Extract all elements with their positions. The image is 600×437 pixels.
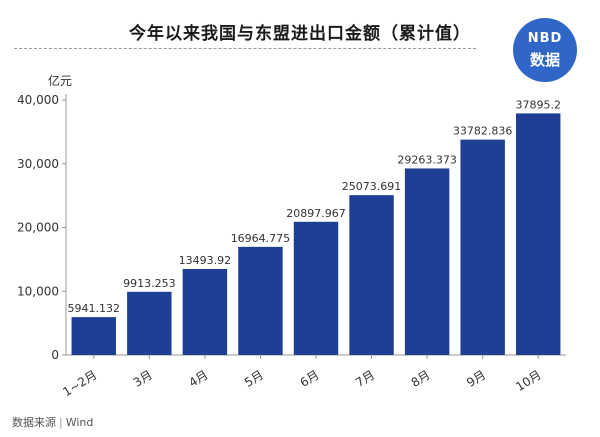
y-axis-unit-label: 亿元 xyxy=(48,74,73,88)
bar xyxy=(516,113,561,356)
y-tick-label: 20,000 xyxy=(17,221,59,235)
x-category-label: 8月 xyxy=(409,368,433,390)
x-category-label: 10月 xyxy=(513,368,544,394)
bar xyxy=(460,139,505,355)
chart-title: 今年以来我国与东盟进出口金额（累计值） xyxy=(129,24,471,44)
source-label: 数据来源 xyxy=(12,416,56,429)
bar xyxy=(127,291,172,355)
bar-value-label: 20897.967 xyxy=(286,207,346,220)
y-tick-label: 0 xyxy=(51,348,59,362)
bar-value-label: 29263.373 xyxy=(397,153,457,166)
bar xyxy=(293,221,339,355)
bar xyxy=(71,317,116,355)
bar xyxy=(182,268,228,355)
bar-value-label: 9913.253 xyxy=(123,277,176,290)
y-tick-label: 10,000 xyxy=(17,284,59,298)
bar-value-label: 13493.92 xyxy=(179,254,232,267)
source-note: 数据来源 | Wind xyxy=(12,414,93,430)
x-category-label: 7月 xyxy=(353,368,377,390)
bar xyxy=(349,195,394,355)
x-category-label: 4月 xyxy=(186,368,210,390)
source-value: Wind xyxy=(65,416,94,429)
x-category-label: 1~2月 xyxy=(60,368,99,400)
bar xyxy=(404,168,450,355)
x-category-label: 5月 xyxy=(242,368,266,390)
y-tick-label: 40,000 xyxy=(17,93,59,107)
logo-text-nbd: NBD xyxy=(527,31,563,46)
bar-value-label: 5941.132 xyxy=(68,302,121,315)
title-divider xyxy=(14,48,476,49)
nbd-logo: NBD 数据 xyxy=(513,18,577,82)
bar xyxy=(238,246,283,355)
bar-value-label: 25073.691 xyxy=(342,180,402,193)
source-separator: | xyxy=(59,416,63,429)
bar-value-label: 37895.2 xyxy=(515,98,561,111)
bar-value-label: 33782.836 xyxy=(453,125,513,138)
x-category-label: 3月 xyxy=(131,368,155,390)
x-category-label: 9月 xyxy=(464,368,488,390)
logo-text-data: 数据 xyxy=(529,51,560,69)
x-category-label: 6月 xyxy=(298,368,322,390)
y-tick-label: 30,000 xyxy=(17,157,59,171)
bar-value-label: 16964.775 xyxy=(231,232,291,245)
